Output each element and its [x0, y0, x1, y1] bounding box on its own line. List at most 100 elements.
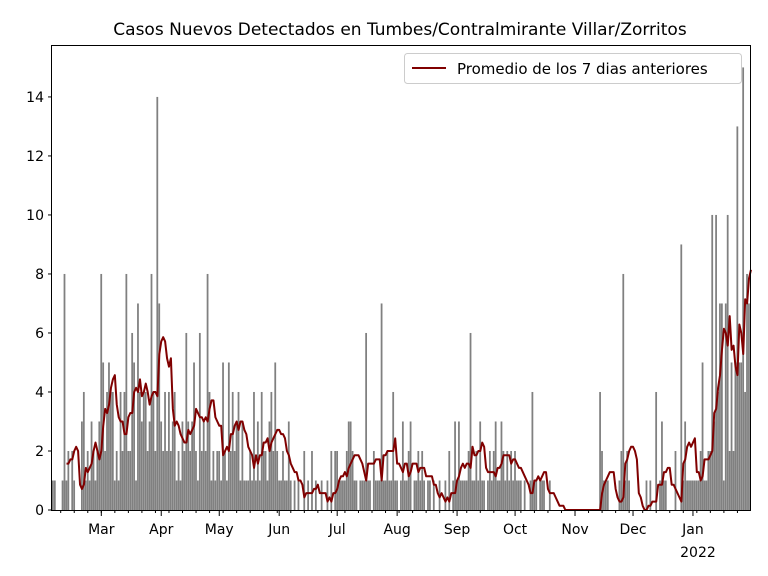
- bar: [270, 391, 273, 510]
- bar: [469, 332, 472, 510]
- bar: [181, 421, 184, 510]
- bar: [711, 214, 714, 511]
- bar: [158, 303, 161, 510]
- bar: [726, 214, 729, 511]
- bar: [226, 480, 228, 510]
- bar: [293, 480, 296, 510]
- bar: [110, 391, 112, 510]
- bar: [693, 480, 696, 510]
- bar: [384, 480, 387, 510]
- bar: [154, 450, 157, 510]
- bar: [264, 450, 267, 510]
- bar: [403, 480, 406, 510]
- bar: [173, 391, 176, 510]
- y-tick-label: 8: [35, 267, 44, 283]
- bar: [705, 480, 708, 510]
- bar: [216, 450, 219, 510]
- bar: [131, 332, 134, 510]
- x-tick-label: Jan: [681, 522, 704, 538]
- bar: [197, 480, 199, 510]
- bar: [401, 421, 404, 510]
- bar: [738, 362, 741, 510]
- bar: [390, 480, 393, 510]
- bar: [272, 450, 275, 510]
- bar: [206, 273, 209, 510]
- bar: [86, 450, 89, 510]
- bar: [227, 362, 230, 510]
- y-tick-label: 4: [35, 385, 44, 401]
- bar: [245, 480, 248, 510]
- bar: [338, 480, 340, 510]
- bar: [728, 450, 731, 510]
- legend-label: Promedio de los 7 dias anteriores: [457, 60, 708, 78]
- bar: [189, 450, 192, 510]
- bar: [419, 480, 422, 510]
- bar: [626, 450, 629, 510]
- bar: [684, 421, 687, 510]
- bar: [218, 450, 221, 510]
- bar: [620, 450, 623, 510]
- y-axis: 0 2 4 6 8 10 12 14: [26, 90, 52, 519]
- bar-series: [52, 67, 750, 511]
- bar: [104, 450, 106, 510]
- bar: [490, 480, 493, 510]
- bar: [603, 480, 605, 510]
- bar: [734, 362, 737, 510]
- bar: [736, 126, 739, 510]
- bar: [187, 421, 190, 510]
- bar: [715, 214, 717, 511]
- chart-title: Casos Nuevos Detectados en Tumbes/Contra…: [113, 20, 687, 40]
- bar: [115, 450, 118, 510]
- bar: [334, 450, 337, 510]
- bar: [722, 480, 725, 510]
- bar: [691, 480, 694, 510]
- bar: [88, 480, 91, 510]
- bar: [200, 450, 203, 510]
- bar: [606, 480, 609, 510]
- bar: [255, 480, 257, 510]
- bar: [164, 391, 166, 510]
- bar: [369, 480, 371, 510]
- bar: [359, 480, 362, 510]
- bar: [695, 480, 698, 510]
- bar: [289, 480, 292, 510]
- bar: [690, 480, 692, 510]
- bar: [429, 480, 431, 510]
- bar: [473, 480, 476, 510]
- bar: [343, 480, 346, 510]
- bar: [487, 480, 489, 510]
- x-axis: Mar Apr May Jun Jul Aug Sep Oct Nov Dec Jan 2022: [60, 510, 738, 561]
- bar: [108, 362, 110, 510]
- x-tick-label: Sep: [444, 522, 471, 538]
- x-tick-label: Mar: [88, 522, 115, 538]
- bar: [166, 450, 168, 510]
- bar: [444, 480, 447, 510]
- bar: [459, 480, 462, 510]
- bar: [382, 480, 385, 510]
- bar: [204, 450, 207, 510]
- bar: [266, 480, 269, 510]
- bar: [407, 450, 410, 510]
- bar: [320, 480, 323, 510]
- bar: [361, 480, 364, 510]
- bar: [504, 480, 507, 510]
- bar: [496, 480, 499, 510]
- bar: [96, 450, 99, 510]
- bar: [106, 391, 108, 510]
- bar: [258, 480, 261, 510]
- bar: [340, 480, 342, 510]
- bar: [707, 450, 710, 510]
- bar: [53, 480, 56, 510]
- bar: [494, 421, 497, 510]
- bar: [506, 450, 509, 510]
- bar: [280, 480, 282, 510]
- bar: [297, 480, 300, 510]
- bar: [688, 480, 690, 510]
- bar: [742, 67, 745, 510]
- x-tick-label: May: [205, 522, 234, 538]
- bar: [543, 480, 545, 510]
- bar: [119, 391, 122, 510]
- bar: [645, 480, 648, 510]
- bar: [498, 480, 501, 510]
- bar: [171, 421, 174, 510]
